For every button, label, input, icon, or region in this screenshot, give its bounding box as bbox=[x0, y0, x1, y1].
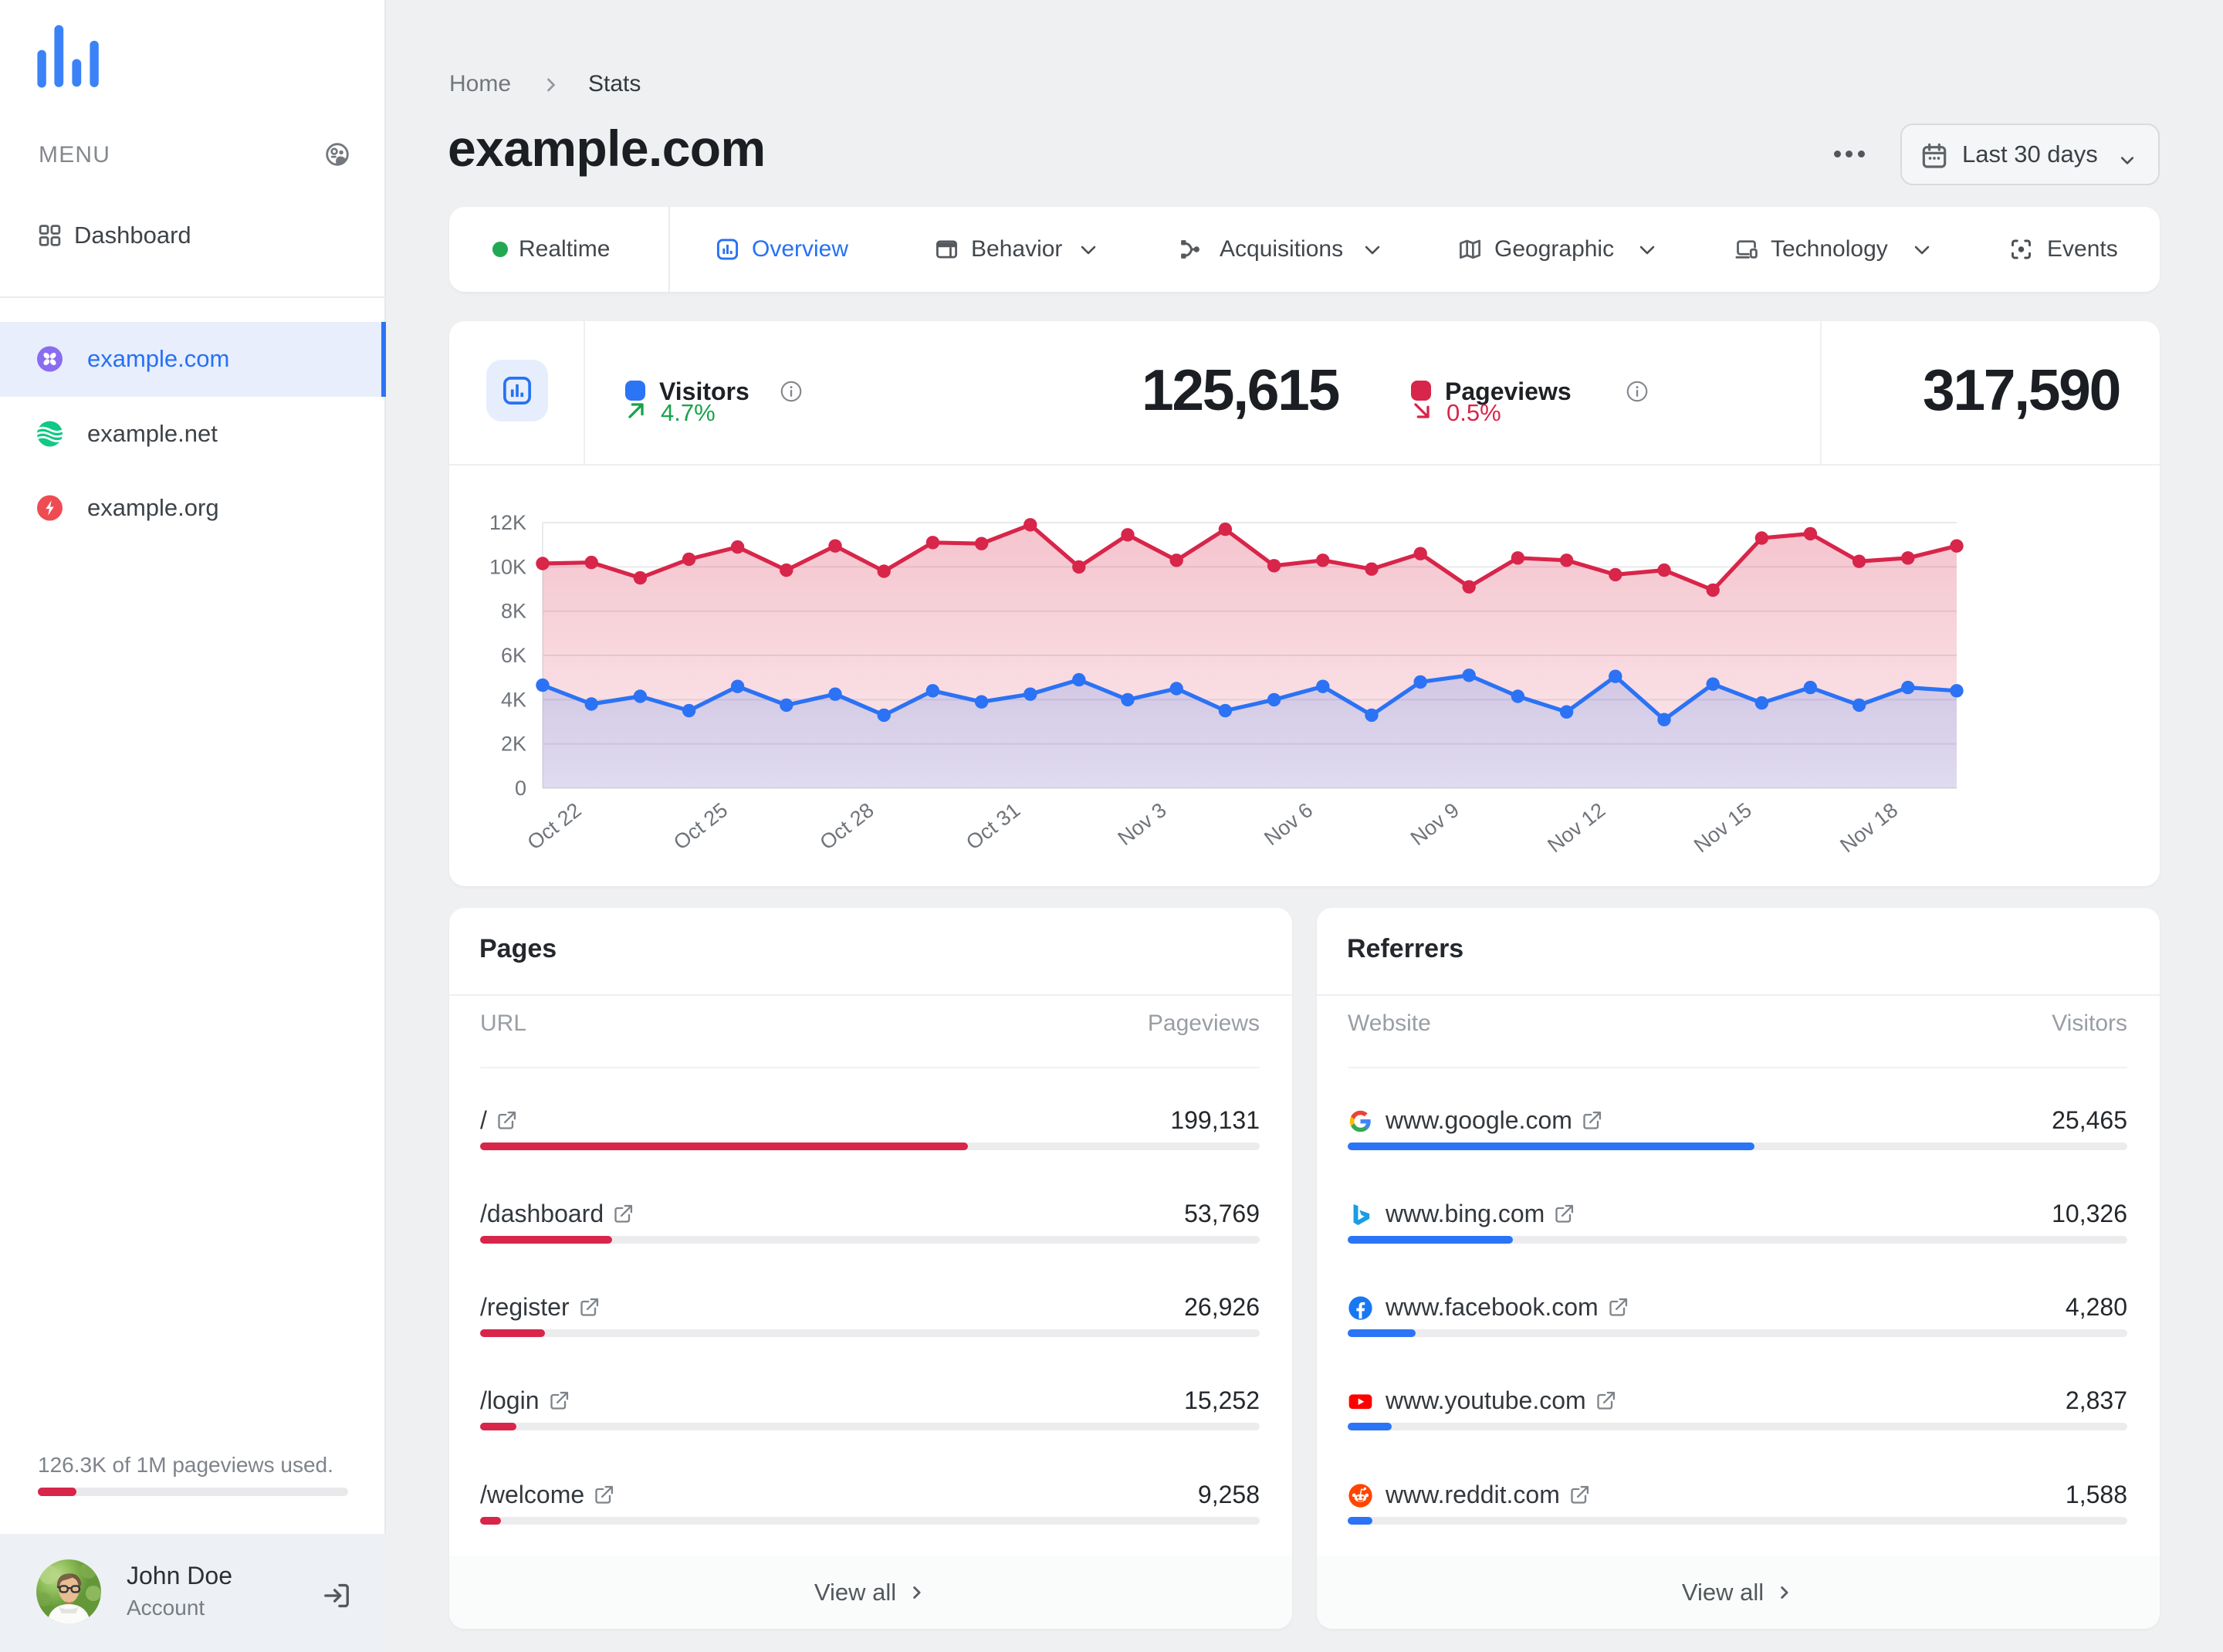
svg-text:Oct 22: Oct 22 bbox=[523, 798, 586, 855]
svg-text:Nov 3: Nov 3 bbox=[1114, 798, 1171, 850]
svg-text:10K: 10K bbox=[489, 555, 526, 578]
svg-text:8K: 8K bbox=[501, 600, 526, 623]
svg-text:Oct 31: Oct 31 bbox=[962, 798, 1024, 855]
svg-text:2K: 2K bbox=[501, 733, 526, 756]
svg-text:Nov 6: Nov 6 bbox=[1260, 798, 1317, 850]
svg-text:Oct 28: Oct 28 bbox=[816, 798, 878, 855]
svg-text:Oct 25: Oct 25 bbox=[669, 798, 732, 855]
svg-text:4K: 4K bbox=[501, 688, 526, 711]
svg-text:6K: 6K bbox=[501, 644, 526, 667]
svg-text:Nov 12: Nov 12 bbox=[1543, 798, 1609, 857]
svg-text:Nov 18: Nov 18 bbox=[1836, 798, 1902, 857]
svg-text:Nov 9: Nov 9 bbox=[1406, 798, 1463, 850]
svg-text:Nov 15: Nov 15 bbox=[1690, 798, 1756, 857]
svg-text:12K: 12K bbox=[489, 511, 526, 534]
svg-text:0: 0 bbox=[515, 777, 526, 800]
